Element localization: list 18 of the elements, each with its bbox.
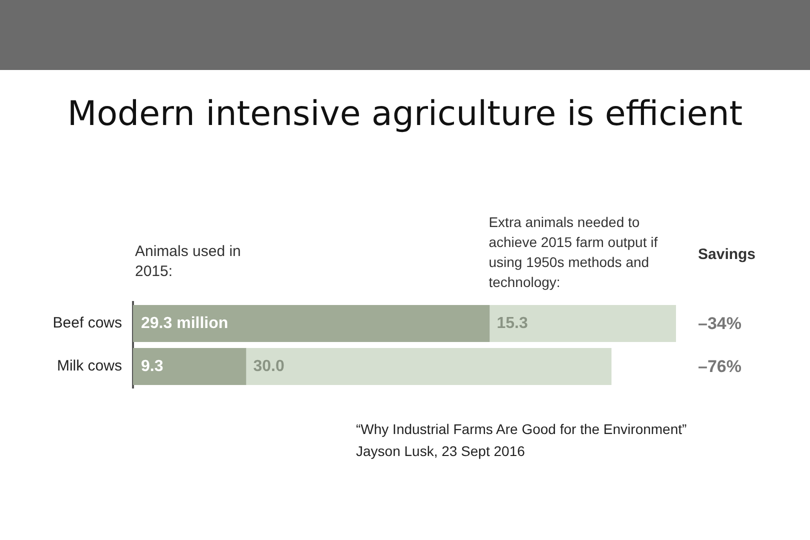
bar xyxy=(133,348,246,385)
bar xyxy=(246,348,612,385)
data-label: 9.3 xyxy=(141,358,164,375)
text: –34% xyxy=(698,314,742,334)
text: “Why Industrial Farms Are Good for the Environment” xyxy=(356,421,687,437)
series-label: Extra animals needed to achieve 2015 farm output if using 1950s methods and technology: xyxy=(488,213,659,292)
text: Jayson Lusk, 23 Sept 2016 xyxy=(356,443,525,459)
data-label: 30.0 xyxy=(253,358,284,375)
y-tick-label: Milk cows xyxy=(56,358,122,375)
chart-title: Modern intensive agriculture is efficient xyxy=(66,94,744,134)
y-tick-label: Beef cows xyxy=(52,314,122,332)
data-label: 29.3 million xyxy=(141,314,228,332)
bar xyxy=(133,305,490,342)
data-label: 15.3 xyxy=(496,314,528,332)
bar xyxy=(490,305,676,342)
text: –76% xyxy=(698,356,742,376)
text: Savings xyxy=(698,245,756,265)
series-label: Animals used in 2015: xyxy=(135,242,242,282)
